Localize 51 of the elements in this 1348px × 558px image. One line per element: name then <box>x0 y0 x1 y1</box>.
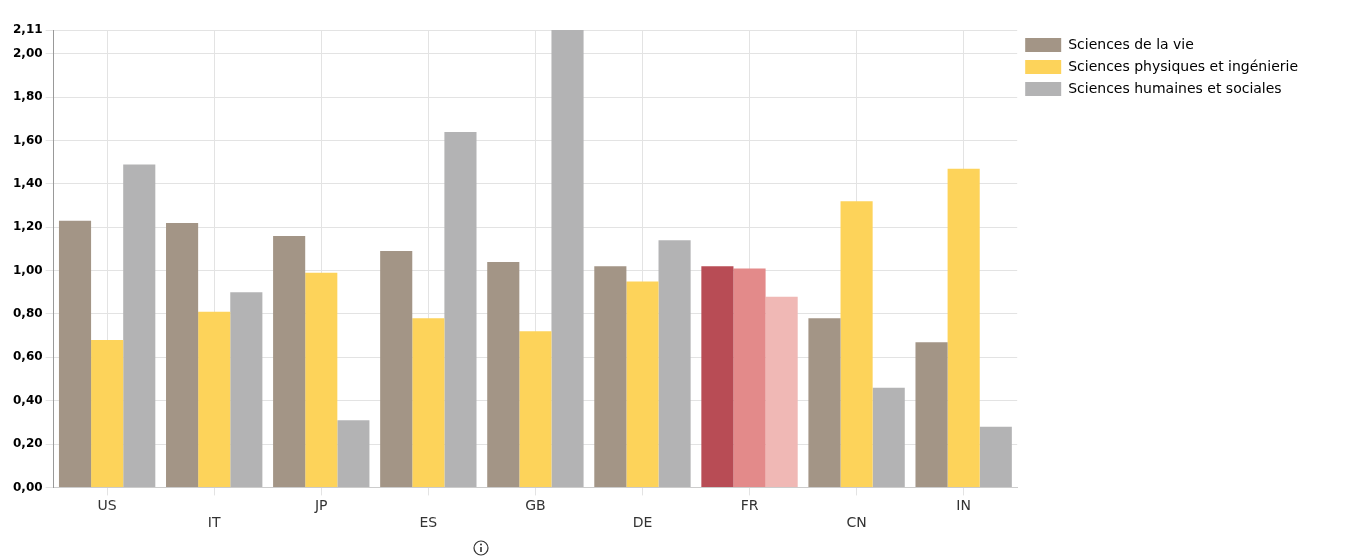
bar <box>198 311 231 487</box>
bar <box>808 318 841 487</box>
bar <box>840 201 873 487</box>
bar <box>658 240 691 487</box>
y-tick-label: 1,20 <box>13 219 43 234</box>
bar <box>412 318 445 487</box>
bar <box>979 426 1012 487</box>
y-tick-label: 0,60 <box>13 349 43 364</box>
x-tick-label: US <box>97 497 117 514</box>
y-tick-label: 0,80 <box>13 306 43 321</box>
bar <box>915 342 948 487</box>
x-tick-label: CN <box>846 514 867 531</box>
bar <box>91 339 124 487</box>
bar <box>166 222 199 487</box>
bar <box>701 266 734 487</box>
y-tick-label: 1,00 <box>13 262 43 277</box>
bar <box>594 266 627 487</box>
x-tick-label: DE <box>632 514 653 531</box>
y-tick-label: 1,80 <box>13 89 43 104</box>
y-tick-label: 0,40 <box>13 392 43 407</box>
bar <box>123 164 156 487</box>
bar <box>872 387 905 487</box>
bar <box>626 281 659 487</box>
y-tick-label: 0,20 <box>13 436 43 451</box>
bar <box>444 131 477 487</box>
bar <box>380 251 413 487</box>
y-tick-label: 0,00 <box>13 479 43 494</box>
y-tick-label: 2,00 <box>13 45 43 60</box>
y-tick-label: 1,60 <box>13 132 43 147</box>
bar <box>58 220 92 487</box>
bar <box>273 235 306 487</box>
legend-label: Sciences de la vie <box>1068 35 1194 52</box>
x-tick-label: IT <box>207 514 221 531</box>
bar <box>519 331 552 487</box>
x-tick-label: GB <box>525 497 546 514</box>
legend-label: Sciences humaines et sociales <box>1068 79 1282 96</box>
x-tick-label: ES <box>419 514 438 531</box>
legend-label: Sciences physiques et ingénierie <box>1068 57 1298 74</box>
bar <box>337 420 370 487</box>
y-tick-label: 1,40 <box>13 176 43 191</box>
x-tick-label: IN <box>956 497 971 514</box>
x-tick-label: FR <box>740 497 759 514</box>
bar <box>765 296 798 487</box>
y-tick-label: 2,11 <box>13 22 43 37</box>
bar <box>487 261 520 487</box>
bar <box>551 30 584 487</box>
bar <box>305 272 338 487</box>
bar <box>230 292 263 487</box>
bar <box>733 268 766 487</box>
bar <box>947 168 980 487</box>
x-tick-label: JP <box>313 497 328 514</box>
